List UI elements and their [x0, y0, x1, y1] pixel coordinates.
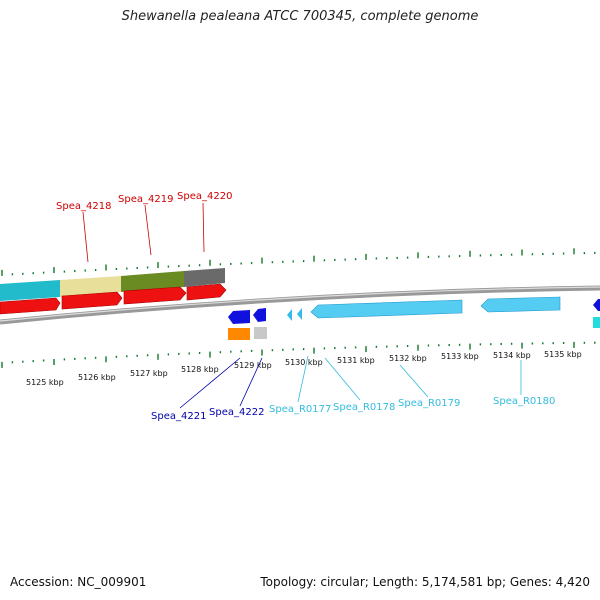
leader-line-spea-4219	[144, 204, 152, 256]
kbp-label: 5127 kbp	[130, 369, 168, 378]
leader-line-spea-4218	[82, 211, 89, 263]
kbp-label: 5131 kbp	[337, 356, 375, 365]
genome-backbone	[0, 285, 600, 325]
kbp-label: 5133 kbp	[441, 352, 479, 361]
gene-label-spea-4221[interactable]: Spea_4221	[151, 411, 206, 422]
kbp-label: 5134 kbp	[493, 351, 531, 360]
gene-label-spea-4218[interactable]: Spea_4218	[56, 201, 111, 212]
gene-arrow-spea-4218[interactable]	[61, 291, 123, 310]
inner-tick-row	[1, 341, 596, 368]
kbp-scale-labels: 5125 kbp 5126 kbp 5127 kbp 5128 kbp 5129…	[26, 350, 582, 387]
category-bar-khaki[interactable]	[60, 276, 121, 297]
leader-line-spea-4222	[239, 357, 263, 407]
gene-arrow-spea-4223[interactable]	[593, 299, 600, 311]
gene-block-cyan-edge[interactable]	[593, 317, 600, 328]
category-box-orange[interactable]	[228, 328, 250, 340]
summary-text: Topology: circular; Length: 5,174,581 bp…	[260, 575, 590, 589]
leader-line-spea-r0178	[324, 357, 361, 401]
gene-arrow-spea-4217[interactable]	[0, 297, 61, 315]
leader-line-spea-4220	[202, 202, 205, 253]
map-title: Shewanella pealeana ATCC 700345, complet…	[121, 9, 479, 24]
gene-arrow-spea-4222[interactable]	[253, 308, 266, 322]
reverse-category-row	[228, 327, 267, 340]
gene-label-spea-r0179[interactable]: Spea_R0179	[398, 398, 460, 409]
gene-arrow-spea-r0180[interactable]	[480, 296, 561, 313]
gene-label-spea-r0180[interactable]: Spea_R0180	[493, 396, 555, 407]
forward-red-genes	[0, 283, 227, 315]
category-bar-gray[interactable]	[184, 268, 225, 287]
gene-labels: Spea_4218 Spea_4219 Spea_4220 Spea_4221 …	[56, 191, 555, 422]
outer-tick-row	[1, 248, 596, 276]
gene-label-spea-r0178[interactable]: Spea_R0178	[333, 402, 395, 413]
gene-label-spea-4220[interactable]: Spea_4220	[177, 191, 232, 202]
kbp-label: 5128 kbp	[181, 365, 219, 374]
kbp-label: 5130 kbp	[285, 358, 323, 367]
kbp-label: 5126 kbp	[78, 373, 116, 382]
genome-backbone-highlight	[0, 286, 600, 322]
gene-arrow-spea-r0178[interactable]	[297, 308, 302, 320]
gene-label-spea-4222[interactable]: Spea_4222	[209, 407, 264, 418]
accession-text: Accession: NC_009901	[10, 575, 147, 589]
kbp-label: 5129 kbp	[234, 361, 272, 370]
gene-arrow-spea-r0179[interactable]	[310, 299, 463, 319]
gene-label-spea-r0177[interactable]: Spea_R0177	[269, 404, 331, 415]
category-bar-cyan[interactable]	[0, 280, 60, 301]
category-box-gray[interactable]	[254, 327, 267, 339]
category-bar-olive[interactable]	[121, 271, 184, 292]
gene-arrow-spea-4219[interactable]	[123, 286, 187, 305]
gene-label-spea-4219[interactable]: Spea_4219	[118, 194, 173, 205]
kbp-label: 5125 kbp	[26, 378, 64, 387]
gene-arrow-spea-4221[interactable]	[228, 310, 250, 324]
kbp-label: 5132 kbp	[389, 354, 427, 363]
leader-line-spea-4221	[179, 357, 241, 409]
gene-arrow-spea-r0177[interactable]	[287, 309, 292, 321]
reverse-genes	[228, 296, 600, 328]
category-bar-row	[0, 268, 225, 301]
kbp-label: 5135 kbp	[544, 350, 582, 359]
leader-line-spea-r0179	[399, 364, 429, 398]
leader-lines	[82, 202, 522, 409]
gene-arrow-spea-4220[interactable]	[186, 283, 227, 301]
leader-line-spea-r0177	[297, 355, 309, 403]
